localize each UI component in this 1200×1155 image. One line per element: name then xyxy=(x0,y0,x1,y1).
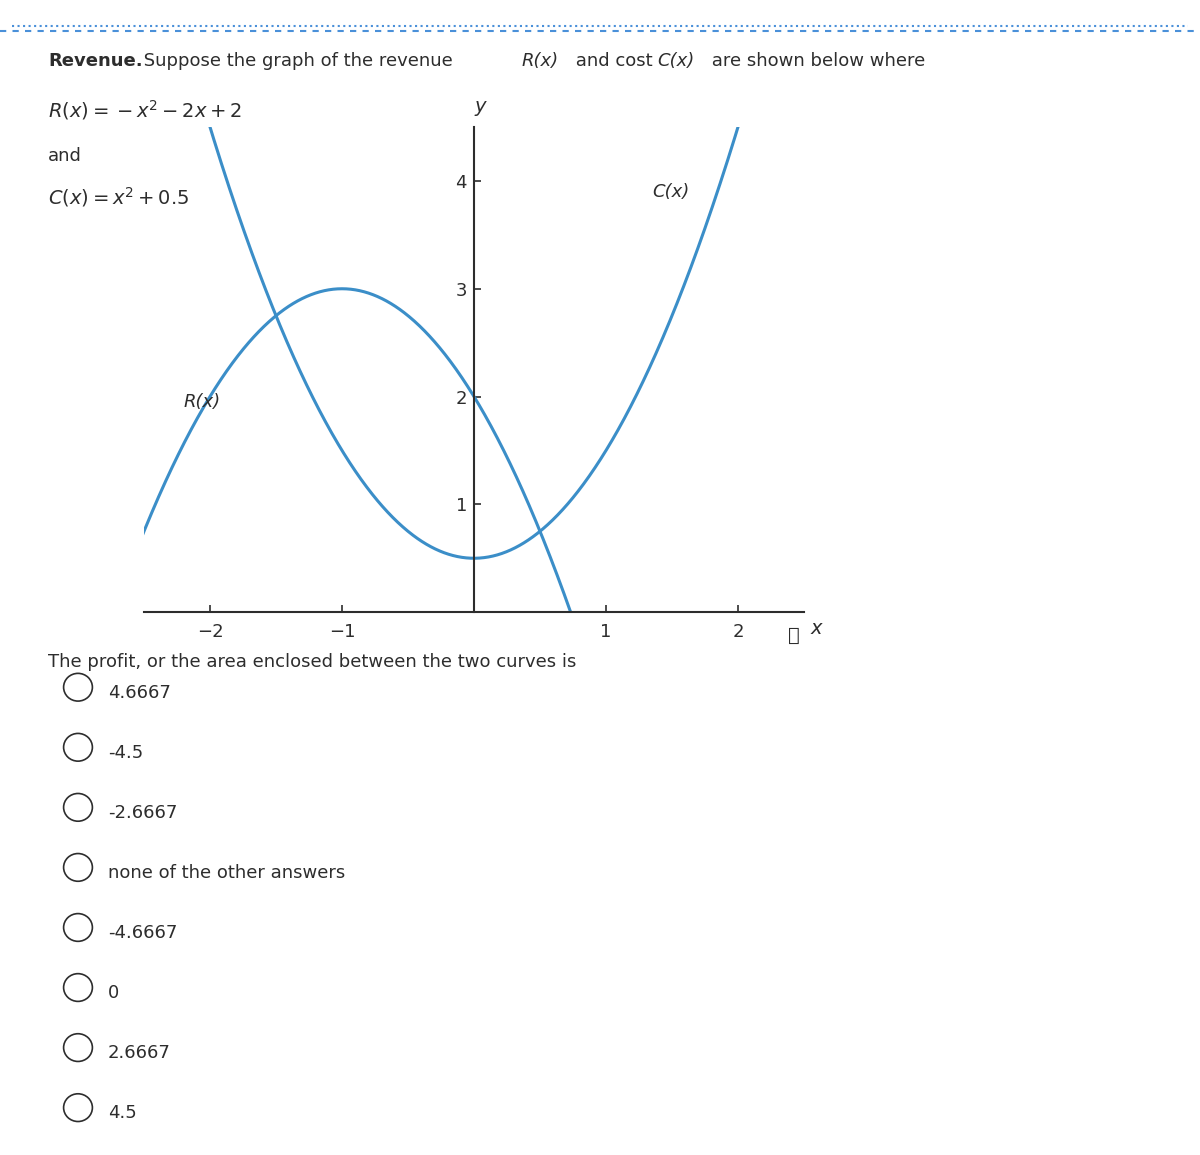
Text: Suppose the graph of the revenue: Suppose the graph of the revenue xyxy=(138,52,458,70)
Text: R(x): R(x) xyxy=(522,52,559,70)
Text: C(x): C(x) xyxy=(653,184,690,201)
Text: -4.5: -4.5 xyxy=(108,744,143,762)
Text: y: y xyxy=(475,97,486,117)
Text: 4.5: 4.5 xyxy=(108,1104,137,1123)
Text: and cost: and cost xyxy=(570,52,659,70)
Text: and: and xyxy=(48,147,82,165)
Text: 2.6667: 2.6667 xyxy=(108,1044,170,1063)
Text: x: x xyxy=(811,619,822,638)
Text: none of the other answers: none of the other answers xyxy=(108,864,346,882)
Text: -4.6667: -4.6667 xyxy=(108,924,178,942)
Text: ⓘ: ⓘ xyxy=(787,626,799,646)
Text: $C(x) = x^2 + 0.5$: $C(x) = x^2 + 0.5$ xyxy=(48,185,190,209)
Text: 4.6667: 4.6667 xyxy=(108,684,170,702)
Text: 0: 0 xyxy=(108,984,119,1003)
Text: $R(x) = -x^2-2x+2$: $R(x) = -x^2-2x+2$ xyxy=(48,98,242,122)
Text: are shown below where: are shown below where xyxy=(706,52,925,70)
Text: Revenue.: Revenue. xyxy=(48,52,143,70)
Text: -2.6667: -2.6667 xyxy=(108,804,178,822)
Text: C(x): C(x) xyxy=(658,52,695,70)
Text: R(x): R(x) xyxy=(184,394,221,411)
Text: The profit, or the area enclosed between the two curves is: The profit, or the area enclosed between… xyxy=(48,653,576,671)
